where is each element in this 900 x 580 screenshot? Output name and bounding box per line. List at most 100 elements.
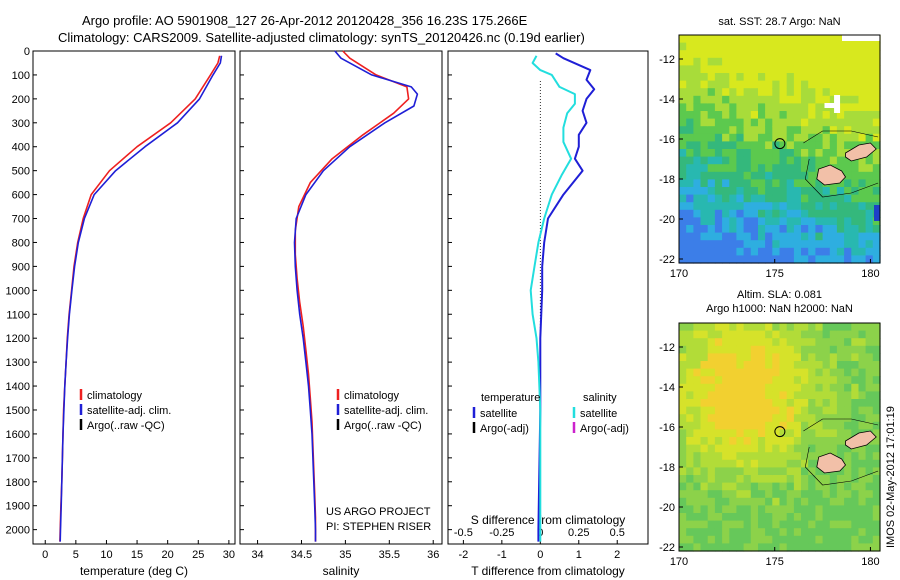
sst-map-cell — [801, 171, 809, 180]
sst-map-cell — [679, 126, 687, 135]
sla-map-cell — [729, 361, 738, 370]
sla-map-cell — [765, 444, 773, 453]
sla-map-cell — [750, 338, 759, 347]
sst-map-cell — [829, 247, 838, 256]
sst-map-cell — [851, 103, 860, 112]
sst-map-cell — [679, 187, 687, 196]
sla-map-cell — [815, 513, 824, 522]
temperature-panel: 0100200300400500600700800900100011001200… — [6, 46, 236, 578]
sla-map-cell — [815, 452, 824, 461]
sst-map-cell — [858, 88, 867, 97]
sst-map-cell — [707, 35, 716, 44]
sst-map-cell — [714, 171, 723, 180]
sla-map-cell — [714, 330, 723, 339]
sla-map-cell — [714, 444, 723, 453]
sst-map-cell — [686, 164, 694, 173]
sla-map-cell — [786, 452, 795, 461]
sla-map-cell — [679, 421, 687, 430]
sla-map-cell — [679, 323, 687, 332]
sla-map-cell — [722, 444, 730, 453]
sla-map-cell — [750, 330, 759, 339]
sst-map-cell — [779, 111, 788, 120]
sla-map-cell — [829, 535, 838, 544]
sla-map-cell — [865, 353, 874, 362]
sla-map-cell — [750, 444, 759, 453]
sst-map-cell — [707, 80, 716, 89]
sst-map-cell — [722, 80, 730, 89]
sla-map-cell — [686, 467, 694, 476]
sla-map-cell — [786, 444, 795, 453]
sst-map-cell — [758, 126, 766, 135]
sst-map-cell — [736, 149, 745, 158]
sla-map-cell — [786, 391, 795, 400]
sla-map-cell — [844, 513, 852, 522]
sla-map-cell — [836, 353, 845, 362]
sla-map-cell — [743, 505, 752, 514]
sst-map-cell — [722, 126, 730, 135]
sla-map-cell — [779, 437, 788, 446]
sst-map-cell — [793, 156, 802, 165]
sla-map-cell — [722, 452, 730, 461]
sst-map-cell — [686, 126, 694, 135]
sla-map-cell — [765, 406, 773, 415]
sst-map-cell — [772, 57, 781, 66]
sla-map-cell — [815, 338, 824, 347]
sst-map-cell — [851, 202, 860, 211]
sst-map-cell — [722, 247, 730, 256]
sst-map-cell — [793, 35, 802, 44]
sst-map-cell — [872, 156, 881, 165]
sst-map-cell — [779, 217, 788, 226]
sst-map-cell — [750, 141, 759, 150]
sst-map-cell — [729, 194, 738, 203]
sst-map-cell — [722, 255, 730, 264]
sla-map-cell — [851, 399, 860, 408]
sla-map-cell — [858, 528, 867, 537]
sst-map-cell — [779, 171, 788, 180]
sst-map-cell — [772, 202, 781, 211]
sst-map-cell — [822, 73, 831, 82]
sst-map-cell — [808, 73, 816, 82]
sla-map-cell — [779, 323, 788, 332]
sla-map-cell — [686, 323, 694, 332]
sst-map-cell — [758, 73, 766, 82]
sla-map-cell — [808, 368, 816, 377]
sla-map-cell — [686, 505, 694, 514]
sst-map-cell — [686, 118, 694, 127]
sst-map-cell — [714, 217, 723, 226]
sst-map-cell — [679, 247, 687, 256]
sla-map-cell — [865, 338, 874, 347]
sst-map-cell — [679, 209, 687, 218]
sst-map-cell — [743, 179, 752, 188]
sla-map-cell — [743, 421, 752, 430]
sst-map-cell — [786, 88, 795, 97]
sst-map-cell — [808, 50, 816, 59]
difference-series-line — [529, 55, 576, 542]
sst-map-cell — [786, 247, 795, 256]
sst-map-cell — [750, 80, 759, 89]
sla-map-cell — [693, 330, 702, 339]
sst-map-cell — [679, 111, 687, 120]
sla-map-cell — [772, 444, 781, 453]
sla-map-cell — [793, 520, 802, 529]
sst-map-cell — [750, 111, 759, 120]
sla-map-cell — [743, 338, 752, 347]
sst-map-cell — [801, 42, 809, 51]
sst-map-cell — [679, 103, 687, 112]
sst-map-cell — [786, 35, 795, 44]
sla-map-cell — [872, 520, 881, 529]
sla-map-cell — [736, 338, 745, 347]
sst-map-cell — [851, 171, 860, 180]
sla-map-cell — [801, 490, 809, 499]
sla-map-cell — [786, 437, 795, 446]
sla-map-cell — [822, 338, 831, 347]
sst-map-cell — [743, 187, 752, 196]
sst-map-cell — [844, 194, 852, 203]
sst-map-cell — [750, 194, 759, 203]
sla-map-cell — [815, 490, 824, 499]
sst-map-cell — [815, 57, 824, 66]
sst-map-cell — [786, 209, 795, 218]
sst-map-cell — [793, 217, 802, 226]
sla-map-cell — [772, 482, 781, 491]
sla-map-cell — [707, 399, 716, 408]
